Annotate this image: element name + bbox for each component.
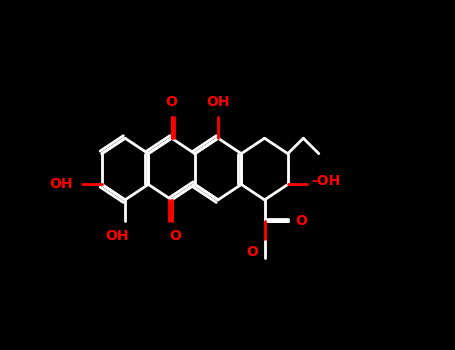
Text: OH: OH <box>50 177 73 191</box>
Text: -OH: -OH <box>311 174 340 188</box>
Text: O: O <box>166 95 177 109</box>
Text: O: O <box>170 229 182 243</box>
Text: OH: OH <box>106 229 129 243</box>
Text: O: O <box>247 245 258 259</box>
Text: O: O <box>296 215 308 229</box>
Text: OH: OH <box>206 95 230 109</box>
